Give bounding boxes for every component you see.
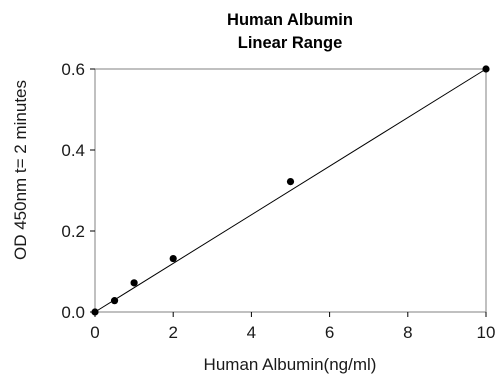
data-point <box>110 297 119 305</box>
data-point <box>169 254 177 263</box>
plot-area <box>91 65 490 316</box>
x-tick-label: 4 <box>247 323 256 342</box>
chart-title-line-1: Human Albumin <box>227 11 353 29</box>
trendline <box>94 68 487 313</box>
chart-title-line-2: Linear Range <box>238 34 343 52</box>
x-tick-label: 2 <box>168 323 177 342</box>
y-tick-label: 0.2 <box>61 222 85 241</box>
data-point <box>130 279 138 287</box>
y-tick-label: 0.4 <box>61 141 85 160</box>
data-point <box>286 177 295 186</box>
x-axis-label: Human Albumin(ng/ml) <box>204 355 377 374</box>
x-tick-label: 10 <box>477 323 496 342</box>
x-tick-label: 8 <box>403 323 412 342</box>
x-tick-label: 6 <box>325 323 334 342</box>
y-axis-ticks: 0.0 0.2 0.4 0.6 <box>61 60 95 322</box>
data-point <box>482 65 490 73</box>
x-tick-label: 0 <box>90 323 99 342</box>
y-tick-label: 0.6 <box>61 60 85 79</box>
plot-frame <box>94 68 487 313</box>
y-tick-label: 0.0 <box>61 303 85 322</box>
x-axis-ticks: 0 2 4 6 8 10 <box>90 312 495 342</box>
y-axis-label: OD 450nm t= 2 minutes <box>11 80 30 260</box>
